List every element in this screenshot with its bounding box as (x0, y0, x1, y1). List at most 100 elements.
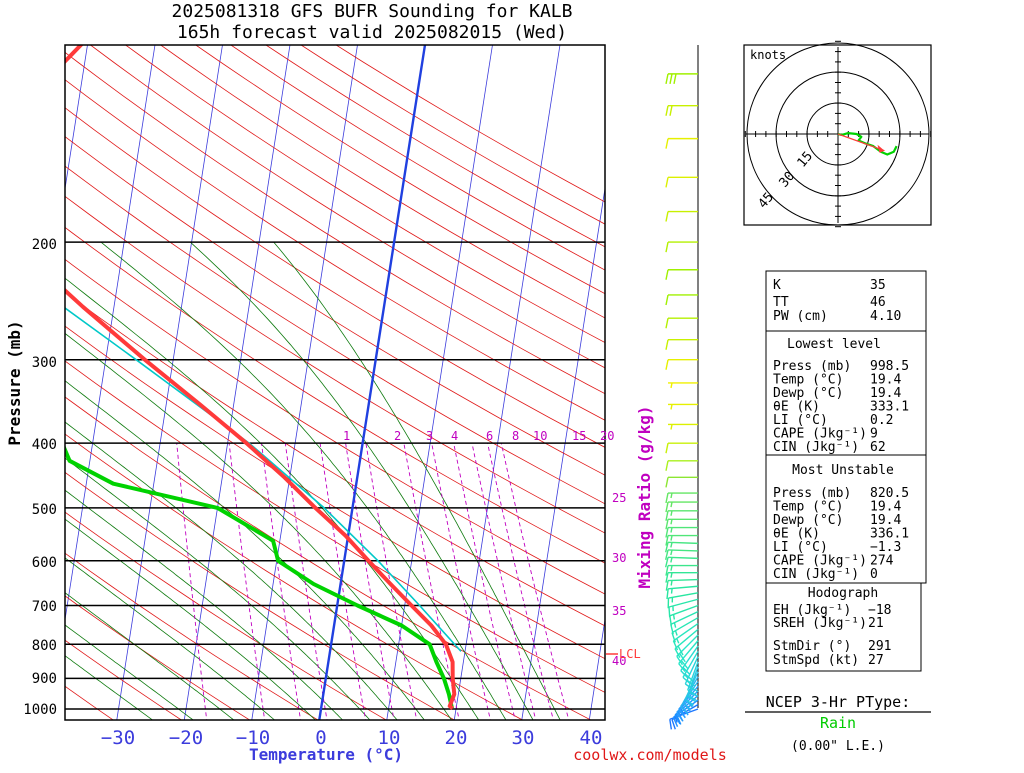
wind-barb-staff (668, 580, 698, 581)
wind-barb-flag (666, 443, 668, 453)
dry-adiabat-line (0, 45, 186, 723)
wind-barb-flag (666, 212, 668, 222)
dry-adiabat-line (0, 45, 255, 723)
wind-barb-flag (666, 340, 668, 350)
moist-adiabat-lines (0, 242, 562, 723)
mixr-label-2: 2 (394, 429, 401, 443)
ptype-title: NCEP 3-Hr PType: (766, 693, 911, 711)
ptick-700: 700 (32, 599, 57, 615)
wind-barb-halfflag (671, 519, 672, 524)
ptick-200: 200 (32, 237, 57, 253)
ptick-900: 900 (32, 671, 57, 687)
dry-adiabat-line (0, 45, 665, 723)
mixing-ratio-line (229, 443, 265, 723)
sreh-label: SREH (Jkg⁻¹) (773, 616, 867, 631)
wind-barb-halfflag (671, 493, 672, 498)
mixr-label-4: 4 (451, 429, 458, 443)
stmspd-label: StmSpd (kt) (773, 653, 859, 668)
lowest-level-title: Lowest level (787, 337, 881, 352)
wind-barb-halfflag (675, 631, 677, 636)
wind-barb-flag (666, 270, 668, 280)
mixr-label-10: 10 (533, 429, 547, 443)
wind-barb-halfflag (671, 511, 672, 516)
temperature-profile-line (40, 41, 455, 708)
moist-adiabat-line (0, 242, 400, 723)
ptick-300: 300 (32, 355, 57, 371)
ptype-value: Rain (820, 714, 856, 732)
wind-barb-halfflag (674, 623, 675, 628)
mixr-label-1: 1 (343, 429, 350, 443)
mixr-label-15: 15 (572, 429, 586, 443)
mixing-ratio-axis-label: Mixing Ratio (g/kg) (635, 405, 654, 588)
wind-barb-flag (670, 106, 672, 116)
freezing-isotherm-line (319, 45, 425, 723)
ttick-neg30: −30 (101, 727, 135, 749)
idx-pw-label: PW (cm) (773, 309, 828, 324)
moist-adiabat-line (274, 242, 562, 723)
wind-barb-flag (674, 74, 676, 84)
sreh-value: 21 (868, 616, 884, 631)
dry-adiabat-line (0, 45, 734, 723)
moist-adiabat-line (0, 242, 427, 723)
title-line-1: 2025081318 GFS BUFR Sounding for KALB (172, 1, 573, 22)
ptick-400: 400 (32, 437, 57, 453)
idx-k-value: 35 (870, 278, 886, 293)
hodograph-box-title: Hodograph (808, 586, 878, 601)
ttick-20: 20 (445, 727, 468, 749)
wind-barb-flag (670, 74, 672, 84)
stmdir-value: 291 (868, 639, 891, 654)
idx-tt-label: TT (773, 295, 789, 310)
mixing-ratio-lines (177, 443, 570, 723)
isotherm-line (454, 45, 560, 723)
unstable-row-label: CIN (Jkg⁻¹) (773, 567, 859, 582)
mixr-label-8: 8 (512, 429, 519, 443)
hodograph-panel: knots 15 30 45 (744, 41, 931, 226)
wind-barb-flag (669, 607, 670, 617)
isobar-lines (65, 242, 605, 709)
mixr-label-30: 30 (612, 551, 626, 565)
wind-barb-flag (666, 295, 668, 305)
wind-barb-halfflag (672, 589, 673, 594)
stmdir-label: StmDir (°) (773, 639, 851, 654)
wind-barb-flag (666, 477, 668, 487)
credit-text: coolwx.com/models (573, 746, 727, 764)
wind-barb-halfflag (671, 557, 672, 562)
wind-barb-halfflag (671, 536, 672, 541)
wind-barb-staff (669, 599, 698, 607)
wind-barb-halfflag (674, 614, 675, 619)
wind-barbs (666, 74, 698, 729)
wind-barb-halfflag (671, 573, 672, 578)
wind-barb-halfflag (671, 542, 672, 547)
wind-barb-staff (672, 618, 698, 633)
wind-barb-halfflag (671, 502, 672, 507)
mixr-label-25: 25 (612, 491, 626, 505)
moist-adiabat-line (0, 242, 197, 723)
ptick-600: 600 (32, 555, 57, 571)
ptick-800: 800 (32, 638, 57, 654)
unstable-row-value: 0 (870, 567, 878, 582)
isotherm-lines (0, 45, 830, 723)
wind-barb-flag (666, 139, 668, 149)
wind-barb-flag (670, 719, 672, 729)
wind-barb-flag (667, 589, 668, 599)
wind-barb-flag (666, 242, 668, 252)
wind-barb-staff (668, 593, 698, 598)
pressure-tick-labels: 200 300 400 500 600 700 800 900 1000 (23, 237, 57, 718)
mixr-label-35: 35 (612, 604, 626, 618)
wind-barb-halfflag (671, 404, 672, 409)
wind-barb-flag (666, 502, 668, 512)
indices-panel: K 35 TT 46 PW (cm) 4.10 Lowest level Pre… (766, 271, 926, 671)
idx-k-label: K (773, 278, 781, 293)
ttick-30: 30 (512, 727, 535, 749)
wind-barb-flag (670, 616, 672, 626)
wind-barb-flag (666, 177, 668, 187)
wind-barb-flag (666, 461, 668, 471)
y-axis-label: Pressure (mb) (5, 320, 24, 445)
ptick-500: 500 (32, 502, 57, 518)
wind-barb-halfflag (671, 528, 672, 533)
wind-barb-flag (666, 318, 668, 328)
